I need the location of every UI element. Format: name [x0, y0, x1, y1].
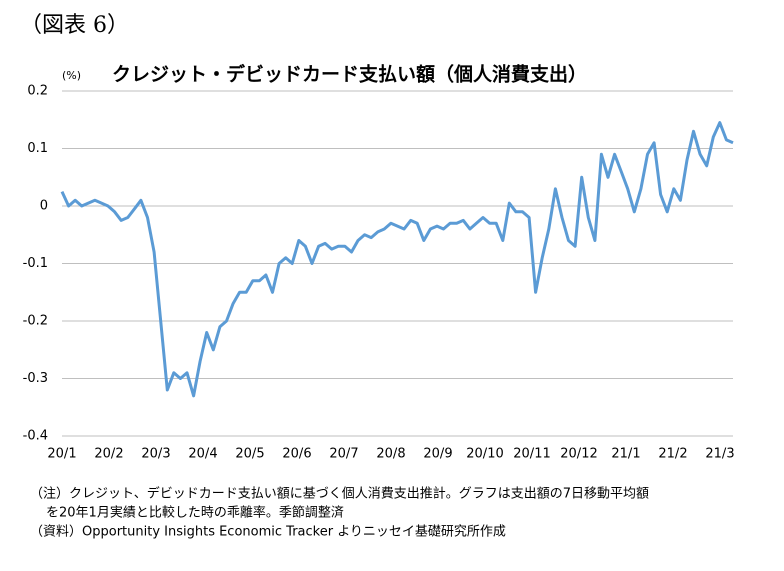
- note: を20年1月実績と比較した時の乖離率。季節調整済: [46, 505, 344, 521]
- x-tick-label: 20/7: [329, 447, 358, 462]
- line-series: [60, 121, 734, 398]
- y-tick-label: -0.3: [23, 371, 48, 386]
- x-tick-label: 20/12: [560, 447, 597, 462]
- y-tick-label: -0.4: [23, 429, 48, 444]
- y-unit: (%): [62, 69, 81, 82]
- x-tick-label: 21/2: [658, 447, 687, 462]
- figure-label: （図表 6）: [20, 13, 129, 38]
- x-tick-label: 20/9: [423, 447, 452, 462]
- x-tick-label: 20/3: [141, 447, 170, 462]
- note: （注）クレジット、デビッドカード支払い額に基づく個人消費支出推計。グラフは支出額…: [30, 486, 649, 502]
- x-tick-label: 20/8: [376, 447, 405, 462]
- x-tick-label: 20/1: [47, 447, 76, 462]
- y-tick-label: 0: [40, 199, 48, 214]
- x-tick-label: 20/11: [513, 447, 550, 462]
- chart-title: クレジット・デビッドカード支払い額（個人消費支出）: [112, 63, 587, 86]
- x-tick-label: 21/1: [611, 447, 640, 462]
- y-tick-label: 0.1: [27, 141, 48, 156]
- note: （資料）Opportunity Insights Economic Tracke…: [30, 525, 506, 540]
- y-tick-label: 0.2: [27, 84, 48, 99]
- y-tick-label: -0.1: [23, 256, 48, 271]
- x-tick-label: 21/3: [705, 447, 734, 462]
- x-tick-label: 20/10: [466, 447, 503, 462]
- x-tick-label: 20/4: [188, 447, 217, 462]
- x-tick-label: 20/6: [282, 447, 311, 462]
- x-tick-label: 20/2: [94, 447, 123, 462]
- x-tick-label: 20/5: [235, 447, 264, 462]
- y-tick-label: -0.2: [23, 314, 48, 329]
